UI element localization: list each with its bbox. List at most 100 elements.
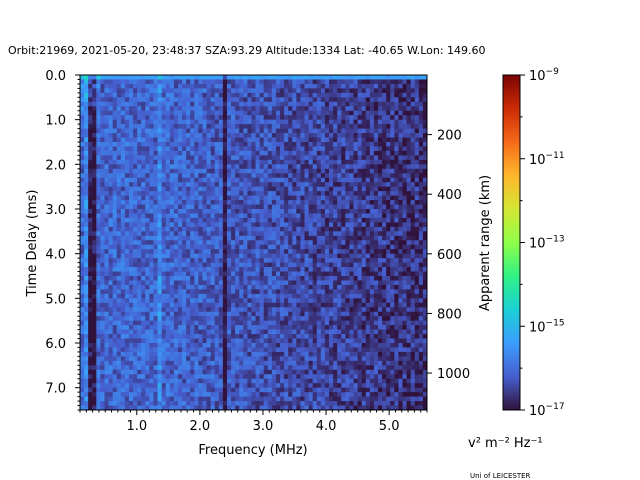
heatmap-cell: [263, 329, 269, 335]
heatmap-cell: [304, 329, 310, 335]
heatmap-cell: [165, 302, 171, 308]
heatmap-cell: [280, 128, 285, 134]
heatmap-cell: [80, 124, 85, 129]
heatmap-cell: [251, 79, 256, 85]
heatmap-cell: [308, 191, 314, 196]
heatmap-cell: [190, 137, 195, 143]
heatmap-cell: [194, 271, 199, 277]
heatmap-cell: [357, 195, 363, 201]
heatmap-cell: [251, 101, 256, 107]
heatmap-cell: [312, 267, 318, 272]
heatmap-cell: [382, 186, 387, 192]
heatmap-cell: [214, 280, 220, 286]
heatmap-cell: [324, 316, 330, 322]
heatmap-cell: [288, 276, 293, 281]
heatmap-cell: [382, 235, 387, 241]
heatmap-cell: [218, 276, 224, 281]
heatmap-cell: [312, 226, 318, 232]
heatmap-cell: [251, 128, 256, 134]
heatmap-cell: [80, 92, 85, 98]
heatmap-cell: [218, 271, 224, 277]
heatmap-cell: [194, 186, 199, 192]
heatmap-cell: [243, 253, 248, 259]
heatmap-cell: [100, 164, 105, 170]
heatmap-cell: [104, 267, 109, 272]
heatmap-cell: [255, 204, 261, 210]
heatmap-cell: [316, 289, 322, 295]
heatmap-cell: [116, 271, 122, 277]
heatmap-cell: [402, 83, 407, 89]
heatmap-cell: [108, 289, 114, 295]
heatmap-cell: [402, 173, 407, 179]
heatmap-cell: [320, 271, 326, 277]
heatmap-cell: [394, 226, 399, 232]
heatmap-cell: [365, 191, 371, 196]
heatmap-cell: [198, 128, 203, 134]
heatmap-cell: [206, 240, 212, 246]
heatmap-cell: [173, 302, 179, 308]
heatmap-cell: [96, 110, 101, 116]
heatmap-cell: [386, 244, 391, 250]
heatmap-cell: [414, 271, 420, 277]
heatmap-cell: [284, 101, 289, 107]
heatmap-cell: [157, 168, 163, 174]
heatmap-cell: [324, 267, 330, 272]
heatmap-cell: [308, 186, 314, 192]
heatmap-cell: [112, 115, 118, 121]
heatmap-cell: [141, 289, 146, 295]
heatmap-cell: [316, 128, 322, 134]
heatmap-cell: [153, 222, 158, 228]
heatmap-cell: [124, 142, 130, 147]
heatmap-cell: [104, 168, 109, 174]
heatmap-cell: [369, 325, 375, 330]
heatmap-cell: [206, 177, 212, 183]
heatmap-cell: [226, 226, 232, 232]
heatmap-cell: [210, 173, 216, 179]
heatmap-cell: [361, 146, 367, 152]
heatmap-cell: [247, 186, 252, 192]
heatmap-cell: [157, 258, 163, 263]
heatmap-cell: [406, 164, 412, 170]
heatmap-cell: [137, 311, 142, 317]
heatmap-cell: [406, 311, 412, 317]
heatmap-cell: [251, 137, 256, 143]
heatmap-cell: [116, 177, 122, 183]
heatmap-cell: [222, 217, 228, 223]
heatmap-cell: [255, 217, 261, 223]
heatmap-cell: [349, 191, 354, 196]
heatmap-cell: [402, 146, 407, 152]
heatmap-cell: [226, 280, 232, 286]
heatmap-cell: [304, 271, 310, 277]
heatmap-cell: [218, 159, 224, 165]
heatmap-cell: [210, 276, 216, 281]
heatmap-cell: [263, 186, 269, 192]
heatmap-cell: [247, 101, 252, 107]
heatmap-cell: [80, 271, 85, 277]
heatmap-cell: [120, 231, 126, 237]
heatmap-cell: [418, 320, 424, 326]
heatmap-cell: [312, 182, 318, 188]
heatmap-cell: [418, 168, 424, 174]
heatmap-cell: [365, 231, 371, 237]
heatmap-cell: [231, 267, 236, 272]
heatmap-cell: [349, 240, 354, 246]
heatmap-cell: [133, 284, 138, 290]
heatmap-cell: [394, 329, 399, 335]
heatmap-cell: [418, 307, 424, 313]
heatmap-cell: [259, 209, 265, 214]
heatmap-cell: [418, 209, 424, 214]
heatmap-cell: [226, 88, 232, 94]
heatmap-cell: [341, 289, 346, 295]
heatmap-cell: [84, 75, 89, 80]
heatmap-cell: [239, 159, 244, 165]
heatmap-cell: [88, 244, 93, 250]
heatmap-cell: [300, 137, 305, 143]
heatmap-cell: [345, 159, 350, 165]
heatmap-cell: [300, 316, 305, 322]
heatmap-cell: [128, 75, 134, 80]
heatmap-cell: [137, 235, 142, 241]
heatmap-cell: [300, 240, 305, 246]
heatmap-cell: [275, 200, 281, 205]
heatmap-cell: [214, 97, 220, 103]
heatmap-cell: [169, 137, 175, 143]
